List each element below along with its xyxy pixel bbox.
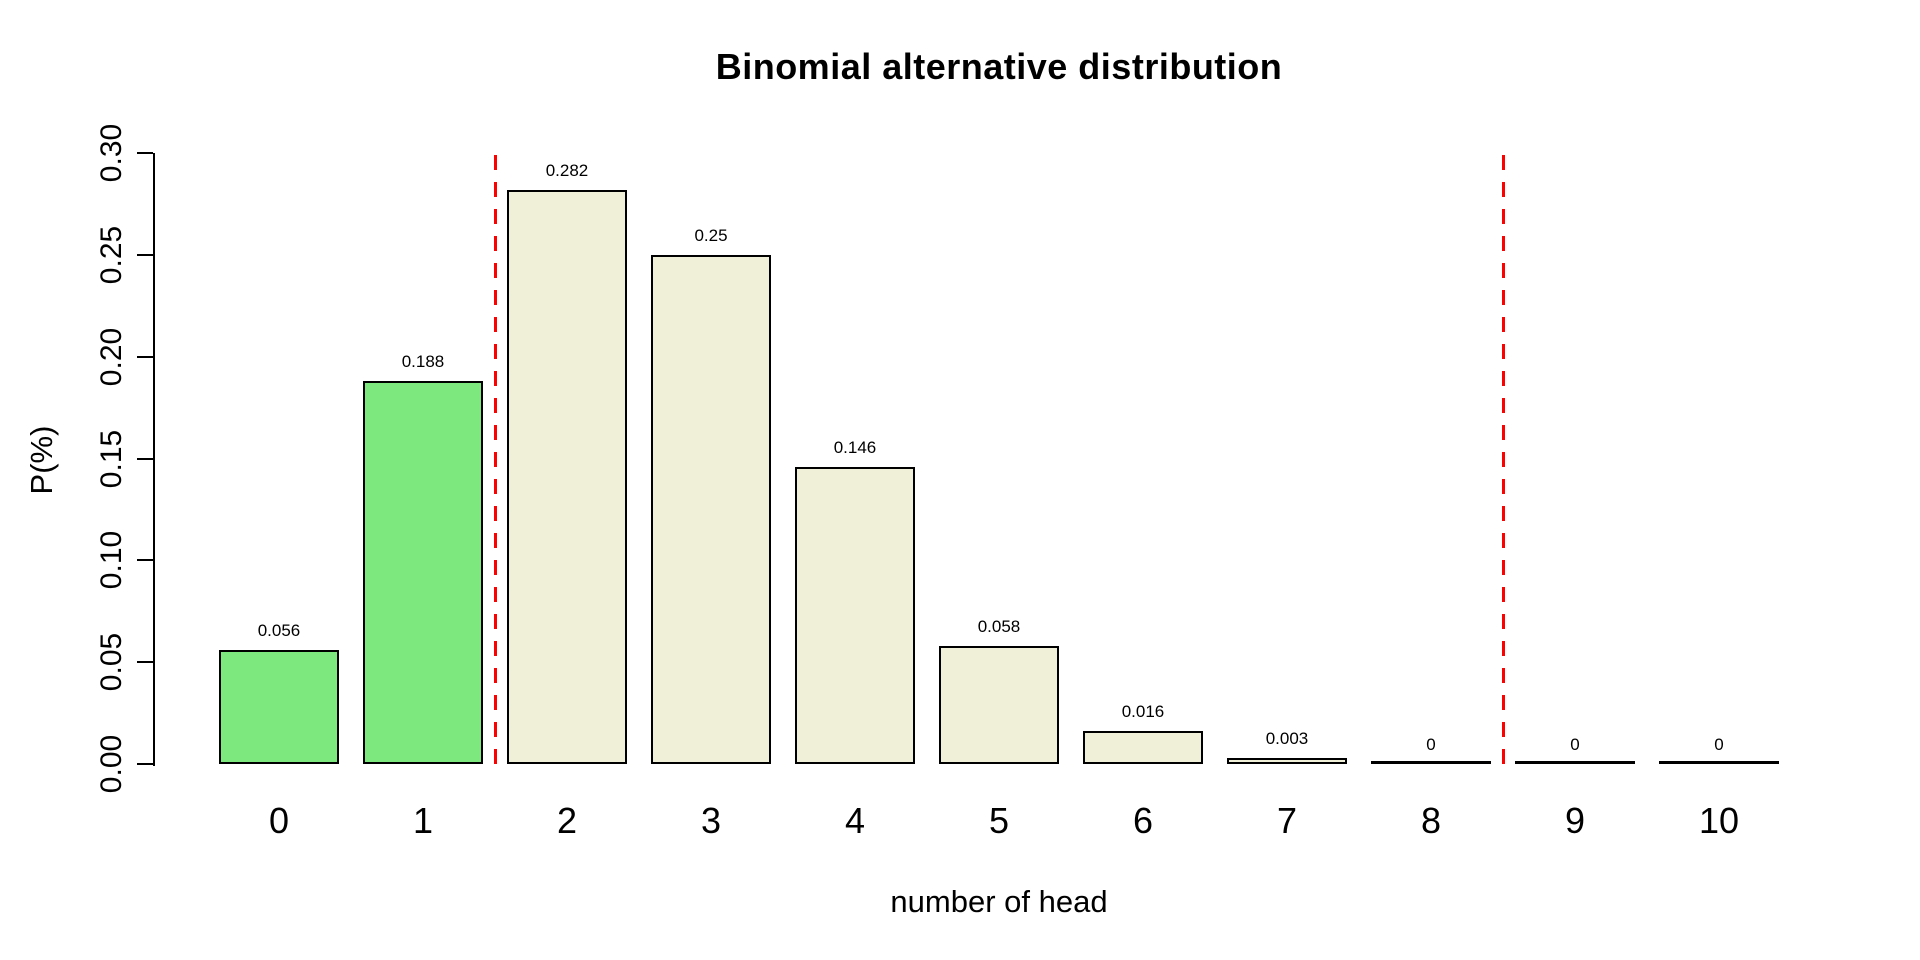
bar-9 xyxy=(1515,761,1635,764)
y-tick-label: 0.05 xyxy=(95,632,128,692)
y-tick xyxy=(137,559,153,562)
bar-value-label: 0 xyxy=(1570,735,1580,754)
y-tick xyxy=(137,253,153,256)
bar-5 xyxy=(939,645,1059,764)
x-tick-label: 7 xyxy=(1276,800,1298,841)
bar-value-label: 0.058 xyxy=(977,616,1021,636)
x-tick-label: 3 xyxy=(700,800,722,841)
bar-value-label: 0 xyxy=(1426,735,1436,754)
y-tick xyxy=(137,661,153,664)
x-tick-label: 5 xyxy=(988,800,1010,841)
bar-value-label: 0.003 xyxy=(1265,728,1309,748)
bar-1 xyxy=(363,381,483,764)
x-tick-label: 6 xyxy=(1132,800,1154,841)
critical-region-line xyxy=(493,155,497,764)
x-axis-title: number of head xyxy=(890,884,1108,919)
y-axis-line xyxy=(153,153,155,766)
y-tick xyxy=(137,355,153,358)
x-tick-label: 10 xyxy=(1698,800,1740,841)
bar-10 xyxy=(1659,761,1779,764)
bar-7 xyxy=(1227,757,1347,764)
x-tick-label: 2 xyxy=(556,800,578,841)
critical-region-line xyxy=(1501,155,1505,764)
bar-6 xyxy=(1083,731,1203,764)
y-tick xyxy=(137,457,153,460)
bar-value-label: 0.282 xyxy=(545,160,589,180)
bar-value-label: 0.016 xyxy=(1121,702,1165,722)
bar-4 xyxy=(795,466,915,764)
bar-value-label: 0.188 xyxy=(401,352,445,372)
bar-0 xyxy=(219,649,339,764)
bar-3 xyxy=(651,254,771,764)
y-tick xyxy=(137,763,153,765)
bar-value-label: 0.056 xyxy=(257,620,301,640)
y-tick-label: 0.30 xyxy=(95,123,128,183)
y-tick xyxy=(137,152,153,154)
bar-value-label: 0.146 xyxy=(833,437,877,457)
x-tick-label: 8 xyxy=(1420,800,1442,841)
bar-2 xyxy=(507,189,627,764)
bar-value-label: 0 xyxy=(1714,735,1724,754)
bar-value-label: 0.25 xyxy=(694,225,728,245)
y-tick-label: 0.00 xyxy=(95,734,128,794)
x-tick-label: 9 xyxy=(1564,800,1586,841)
x-tick-label: 1 xyxy=(412,800,434,841)
x-tick-label: 0 xyxy=(268,800,290,841)
x-tick-label: 4 xyxy=(844,800,866,841)
bar-8 xyxy=(1371,761,1491,764)
chart-title: Binomial alternative distribution xyxy=(715,46,1283,87)
